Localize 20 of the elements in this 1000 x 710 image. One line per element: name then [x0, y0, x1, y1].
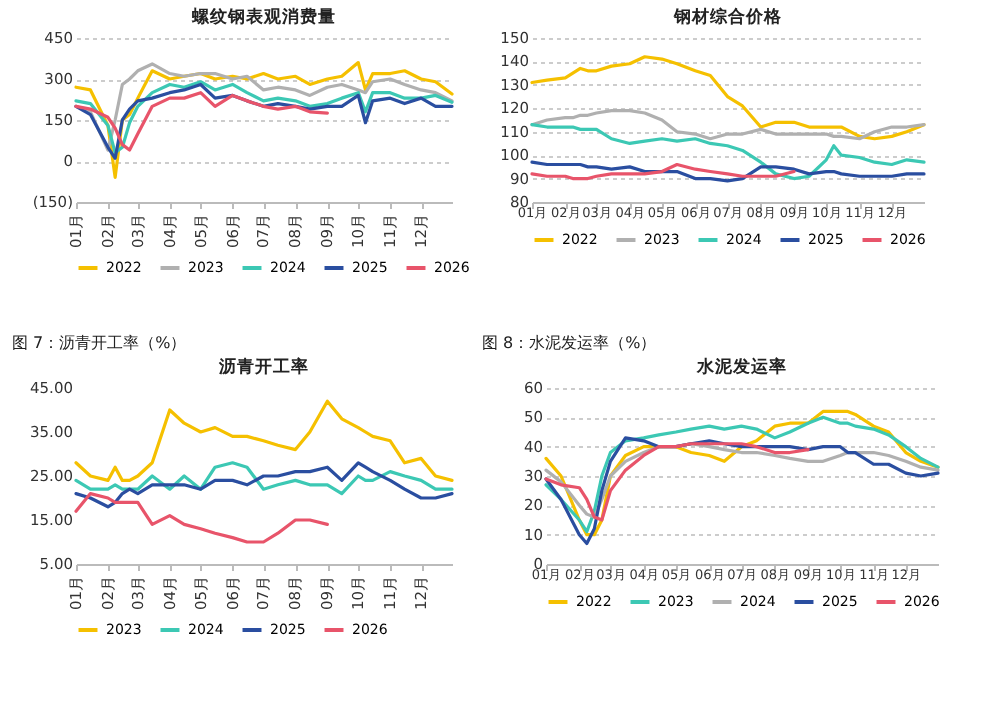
chart-title: 沥青开工率 [217, 356, 309, 378]
line-series [74, 492, 329, 544]
line-series [530, 123, 926, 181]
line-series [530, 162, 796, 181]
chart-title: 水泥发运率 [695, 356, 787, 378]
line-series [74, 91, 329, 152]
line-series [74, 461, 454, 496]
caption: 图 7：沥青开工率（%） [12, 334, 187, 352]
chart-title: 钢材综合价格 [672, 6, 784, 28]
line-series [74, 461, 454, 509]
line-series [544, 442, 810, 522]
line-series [74, 61, 454, 179]
line-series [74, 399, 454, 482]
caption: 图 8：水泥发运率（%） [482, 334, 657, 352]
line-series [530, 160, 926, 183]
line-series [544, 436, 940, 546]
chart-title: 螺纹钢表观消费量 [190, 6, 336, 28]
line-series [544, 442, 940, 519]
line-series [530, 55, 926, 141]
line-series [530, 109, 926, 141]
